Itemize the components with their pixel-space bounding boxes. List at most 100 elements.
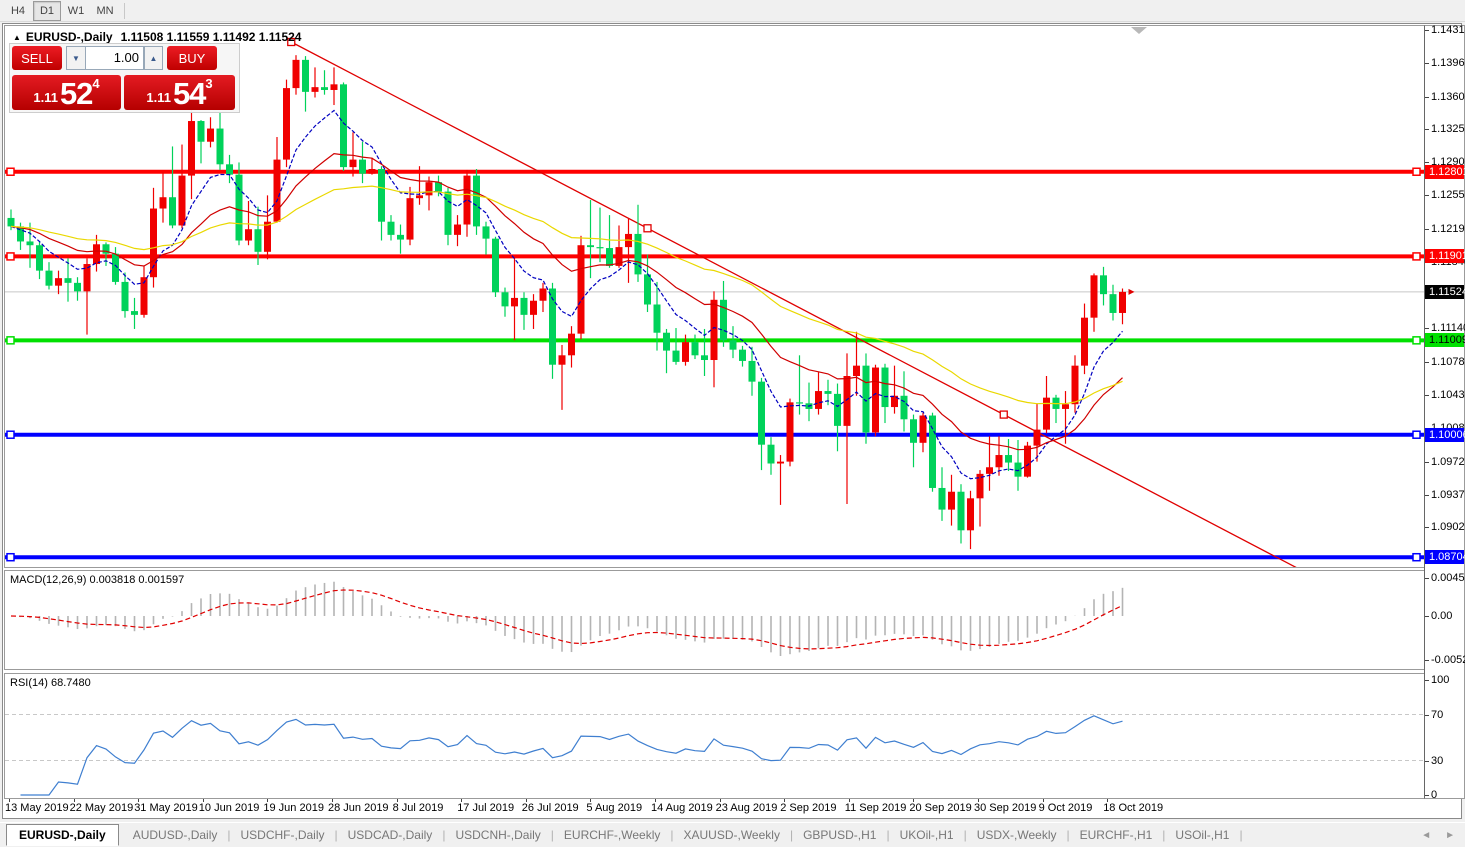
tabs-scroll-right-icon[interactable]: ► (1445, 829, 1455, 841)
date-tick-mark (655, 799, 656, 802)
tab-separator: | (670, 828, 674, 842)
volume-increment-icon[interactable]: ▲ (144, 46, 163, 70)
axis-tick-mark (1425, 129, 1429, 131)
last-price-arrow-icon (1128, 288, 1135, 295)
price-level-marker: 1.11901 (1425, 249, 1465, 264)
one-click-trading-widget: SELL ▼ 1.00 ▲ BUY 1.11 52 4 1.11 54 3 (9, 43, 240, 113)
ask-pipette: 3 (205, 76, 213, 91)
tab-separator: | (1066, 828, 1070, 842)
tab-separator: | (789, 828, 794, 842)
date-tick-label: 18 Oct 2019 (1103, 802, 1164, 814)
sell-button[interactable]: SELL (12, 46, 62, 70)
chart-tab-audusd-daily[interactable]: AUDUSD-,Daily (132, 828, 218, 842)
date-tick-label: 19 Jun 2019 (263, 802, 324, 814)
timeframe-button-mn[interactable]: MN (96, 4, 114, 17)
date-tick-label: 14 Aug 2019 (651, 802, 713, 814)
chart-tab-usdcnh-daily[interactable]: USDCNH-,Daily (455, 828, 541, 842)
rsi-indicator-panel[interactable]: RSI(14) 68.7480 (4, 673, 1425, 799)
axis-tick-mark (1425, 494, 1429, 496)
chart-tab-eurchf-weekly[interactable]: EURCHF-,Weekly (563, 828, 661, 842)
toolbar-separator (124, 2, 125, 19)
chart-symbol-label: EURUSD-,Daily (25, 30, 113, 44)
buy-button[interactable]: BUY (167, 46, 217, 70)
ask-prefix: 1.11 (146, 90, 171, 105)
timeframe-button-h4[interactable]: H4 (10, 4, 26, 17)
ask-price-box[interactable]: 1.11 54 3 (124, 75, 235, 110)
date-tick-mark (978, 799, 979, 802)
date-tick-label: 23 Aug 2019 (715, 802, 778, 814)
timeframe-button-w1[interactable]: W1 (67, 4, 85, 17)
date-tick-label: 28 Jun 2019 (328, 802, 389, 814)
symbol-tab-bar: EURUSD-,Daily AUDUSD-,Daily | USDCHF-,Daily… (0, 822, 1465, 847)
tab-separator: | (442, 828, 446, 842)
axis-tick-mark (1425, 577, 1429, 579)
date-tick-label: 22 May 2019 (69, 802, 134, 814)
axis-tick-mark (1425, 795, 1429, 796)
date-tick-label: 17 Jul 2019 (457, 802, 515, 814)
date-tick-label: 9 Oct 2019 (1038, 802, 1093, 814)
price-tick-label: 1.09720 (1431, 455, 1465, 468)
tab-separator: | (886, 828, 890, 842)
price-level-marker: 1.12801 (1425, 164, 1465, 179)
chart-tab-usdx-weekly[interactable]: USDX-,Weekly (976, 828, 1057, 842)
chart-tab-usdchf-daily[interactable]: USDCHF-,Daily (240, 828, 325, 842)
chart-tab-gbpusd-h1[interactable]: GBPUSD-,H1 (803, 828, 877, 842)
date-tick-label: 13 May 2019 (5, 802, 69, 814)
axis-tick-mark (1425, 659, 1429, 661)
macd-tick-label: 0.004536 (1431, 571, 1465, 584)
date-tick-mark (202, 799, 204, 802)
axis-tick-mark (1425, 361, 1429, 363)
price-tick-label: 1.13250 (1431, 123, 1465, 136)
macd-tick-label: 0.00 (1431, 610, 1453, 622)
axis-tick-mark (1425, 195, 1429, 197)
axis-tick-mark (1425, 461, 1429, 463)
date-tick-mark (525, 799, 527, 802)
date-tick-label: 5 Aug 2019 (586, 802, 643, 814)
tabs-scroll-left-icon[interactable]: ◄ (1421, 829, 1432, 841)
date-tick-mark (590, 799, 592, 802)
chart-tab-xauusd-weekly[interactable]: XAUUSD-,Weekly (683, 828, 780, 842)
price-chart-panel[interactable]: ▲ EURUSD-,Daily 1.11508 1.11559 1.11492 1.… (4, 25, 1425, 568)
volume-input[interactable]: 1.00 (85, 46, 144, 70)
price-tick-label: 1.13600 (1431, 90, 1465, 103)
volume-decrement-icon[interactable]: ▼ (66, 46, 85, 70)
rsi-canvas (5, 714, 1424, 796)
macd-indicator-panel[interactable]: MACD(12,26,9) 0.003818 0.001597 (4, 570, 1425, 670)
date-tick-mark (1042, 799, 1044, 802)
date-tick-mark (267, 799, 269, 802)
tab-separator: | (1162, 828, 1166, 842)
date-tick-mark (719, 799, 721, 802)
date-tick-label: 30 Sep 2019 (974, 802, 1037, 814)
chart-ohlc-values: 1.11508 1.11559 1.11492 1.11524 (120, 30, 302, 44)
bid-price-box[interactable]: 1.11 52 4 (12, 75, 121, 110)
axis-tick-mark (1425, 760, 1429, 762)
chart-tab-ukoil-h1[interactable]: UKOil-,H1 (899, 828, 954, 842)
price-tick-label: 1.13960 (1431, 56, 1465, 69)
symbol-collapse-icon[interactable]: ▲ (13, 33, 21, 42)
price-tick-label: 1.14310 (1431, 23, 1465, 36)
chart-tab-eurchf-h1[interactable]: EURCHF-,H1 (1079, 828, 1153, 842)
axis-tick-mark (1425, 328, 1429, 330)
candlestick-chart-canvas[interactable] (5, 26, 1424, 567)
date-tick-label: 11 Sep 2019 (844, 802, 907, 814)
timeframe-button-d1[interactable]: D1 (33, 0, 61, 21)
date-tick-mark (784, 799, 786, 802)
date-tick-label: 31 May 2019 (134, 802, 198, 814)
rsi-tick-label: 70 (1431, 708, 1444, 721)
axis-tick-mark (1425, 96, 1429, 98)
chart-tab-usdcad-daily[interactable]: USDCAD-,Daily (347, 828, 433, 842)
axis-tick-mark (1425, 680, 1429, 681)
macd-label: MACD(12,26,9) 0.003818 0.001597 (10, 574, 185, 586)
ask-big-digits: 54 (172, 76, 206, 111)
price-tick-label: 1.10780 (1431, 355, 1465, 368)
date-tick-mark (138, 799, 140, 802)
date-tick-mark (913, 799, 915, 802)
chart-tab-usoil-h1[interactable]: USOil-,H1 (1175, 828, 1230, 842)
date-tick-mark (461, 799, 463, 802)
date-tick-mark (1107, 799, 1109, 802)
date-tick-mark (9, 799, 10, 802)
price-level-marker: 1.10006 (1425, 427, 1465, 442)
date-axis: 13 May 2019 22 May 2019 31 May 2019 10 Jun … (4, 799, 1425, 818)
chart-tab-eurusd-daily[interactable]: EURUSD-,Daily (6, 824, 119, 846)
